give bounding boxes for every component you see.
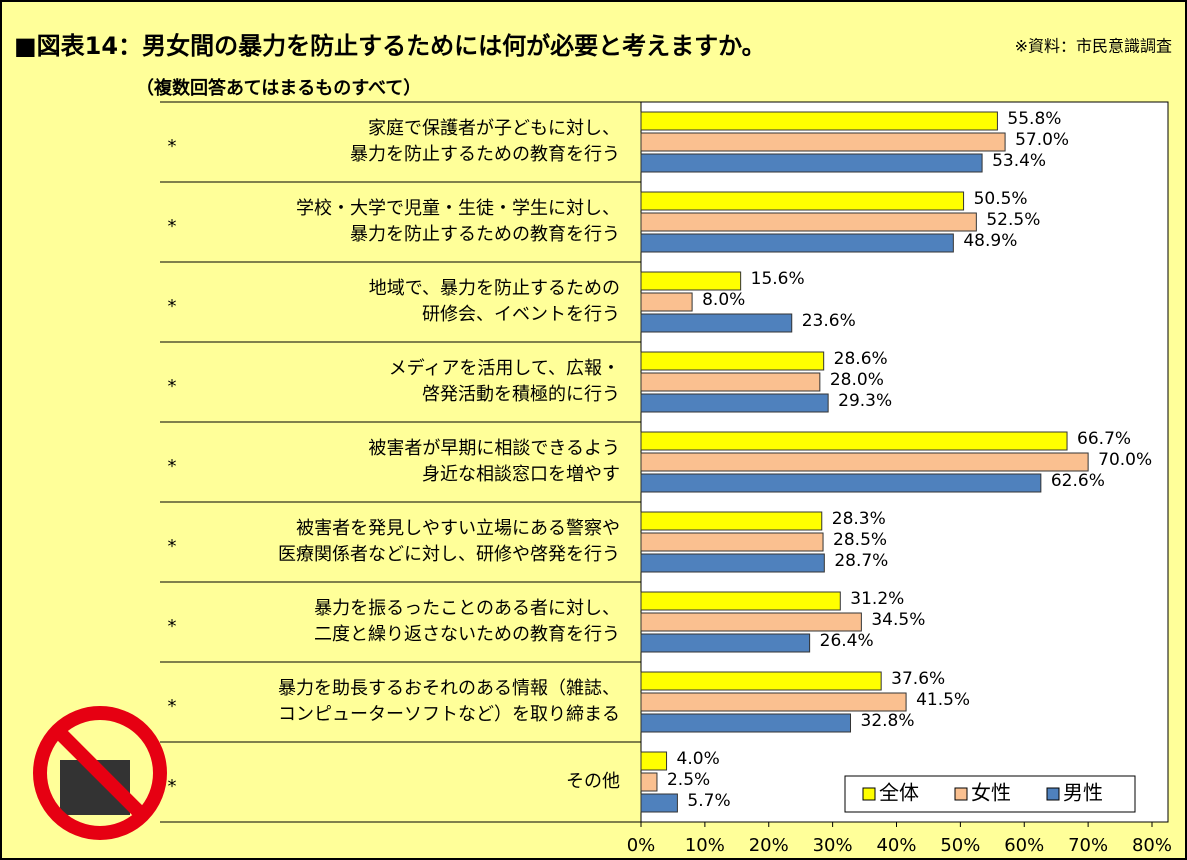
bar	[641, 352, 824, 370]
category-label: 暴力を防止するための教育を行う	[350, 224, 620, 245]
value-label: 62.6%	[1051, 471, 1105, 491]
value-label: 28.0%	[830, 370, 884, 390]
category-marker: *	[168, 776, 177, 797]
bar	[641, 272, 741, 290]
category-label: 啓発活動を積極的に行う	[422, 384, 620, 405]
x-tick-label: 30%	[813, 835, 853, 856]
category-label: メディアを活用して、広報・	[389, 358, 620, 379]
legend-label: 全体	[879, 781, 919, 805]
x-tick-label: 70%	[1068, 835, 1108, 856]
bar	[641, 154, 982, 172]
bar	[641, 453, 1088, 471]
bar	[641, 634, 810, 652]
category-marker: *	[168, 376, 177, 397]
category-label: 研修会、イベントを行う	[422, 304, 620, 325]
category-label: 暴力を振るったことのある者に対し、	[314, 598, 620, 619]
bar	[641, 432, 1067, 450]
value-label: 31.2%	[850, 589, 904, 609]
bar	[641, 373, 820, 391]
value-label: 5.7%	[687, 791, 730, 811]
value-label: 52.5%	[986, 210, 1040, 230]
bar	[641, 133, 1005, 151]
legend-label: 男性	[1063, 781, 1103, 805]
value-label: 53.4%	[992, 151, 1046, 171]
value-label: 37.6%	[891, 669, 945, 689]
bar	[641, 293, 692, 311]
value-label: 34.5%	[871, 610, 925, 630]
chart-title: ■図表14：男女間の暴力を防止するためには何が必要と考えますか。	[14, 32, 766, 60]
value-label: 48.9%	[963, 231, 1017, 251]
value-label: 8.0%	[702, 290, 745, 310]
x-tick-label: 20%	[749, 835, 789, 856]
value-label: 15.6%	[751, 269, 805, 289]
category-marker: *	[168, 536, 177, 557]
legend-label: 女性	[971, 781, 1011, 805]
category-label: 暴力を助長するおそれのある情報（雑誌、	[278, 678, 620, 699]
category-label: 被害者が早期に相談できるよう	[368, 438, 620, 459]
bar	[641, 533, 823, 551]
x-tick-label: 40%	[876, 835, 916, 856]
value-label: 28.7%	[834, 551, 888, 571]
value-label: 28.5%	[833, 530, 887, 550]
value-label: 55.8%	[1007, 109, 1061, 129]
subtitle: （複数回答あてはまるものすべて）	[136, 77, 421, 99]
bar	[641, 213, 976, 231]
x-tick-label: 10%	[685, 835, 725, 856]
bar	[641, 613, 861, 631]
value-label: 41.5%	[916, 690, 970, 710]
bar	[641, 192, 964, 210]
category-label: 二度と繰り返さないための教育を行う	[314, 624, 620, 645]
bar	[641, 112, 997, 130]
bar	[641, 554, 824, 572]
legend-swatch	[1047, 788, 1059, 800]
value-label: 2.5%	[667, 770, 710, 790]
category-marker: *	[168, 216, 177, 237]
value-label: 28.6%	[834, 349, 888, 369]
x-tick-label: 0%	[627, 835, 656, 856]
value-label: 32.8%	[861, 711, 915, 731]
category-label: 被害者を発見しやすい立場にある警察や	[296, 518, 620, 539]
bar	[641, 693, 906, 711]
value-label: 70.0%	[1098, 450, 1152, 470]
category-marker: *	[168, 136, 177, 157]
x-tick-label: 50%	[940, 835, 980, 856]
value-label: 50.5%	[974, 189, 1028, 209]
chart: ■図表14：男女間の暴力を防止するためには何が必要と考えますか。 ※資料：市民意…	[0, 0, 1187, 860]
value-label: 57.0%	[1015, 130, 1069, 150]
category-label: その他	[566, 771, 620, 792]
category-marker: *	[168, 296, 177, 317]
category-label: 家庭で保護者が子どもに対し、	[368, 118, 620, 139]
category-label: 地域で、暴力を防止するための	[369, 278, 620, 299]
category-label: 暴力を防止するための教育を行う	[350, 144, 620, 165]
bar	[641, 592, 840, 610]
bar	[641, 394, 828, 412]
category-marker: *	[168, 616, 177, 637]
bar	[641, 512, 822, 530]
legend-swatch	[863, 788, 875, 800]
bar	[641, 474, 1041, 492]
category-label: 学校・大学で児童・生徒・学生に対し、	[296, 198, 620, 219]
legend-swatch	[955, 788, 967, 800]
category-marker: *	[168, 696, 177, 717]
bar	[641, 773, 657, 791]
bar	[641, 314, 792, 332]
bar	[641, 672, 881, 690]
bar	[641, 234, 953, 252]
bar	[641, 714, 851, 732]
value-label: 28.3%	[832, 509, 886, 529]
x-tick-label: 60%	[1004, 835, 1044, 856]
category-label: 身近な相談窓口を増やす	[422, 464, 620, 485]
value-label: 29.3%	[838, 391, 892, 411]
category-marker: *	[168, 456, 177, 477]
value-label: 66.7%	[1077, 429, 1131, 449]
category-label: 医療関係者などに対し、研修や啓発を行う	[278, 544, 620, 565]
category-label: コンピューターソフトなど）を取り締まる	[278, 704, 620, 725]
value-label: 23.6%	[802, 311, 856, 331]
bar	[641, 752, 667, 770]
x-tick-label: 80%	[1132, 835, 1172, 856]
source: ※資料：市民意識調査	[1015, 37, 1172, 56]
bar	[641, 794, 677, 812]
value-label: 4.0%	[677, 749, 720, 769]
value-label: 26.4%	[820, 631, 874, 651]
